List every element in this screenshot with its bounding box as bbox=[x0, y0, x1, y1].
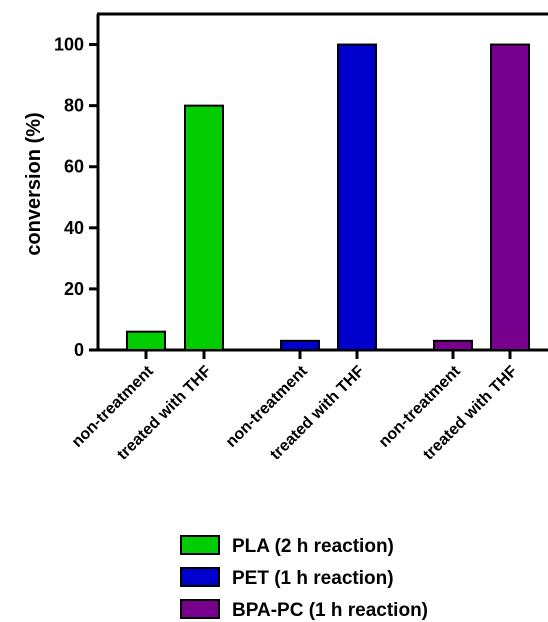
y-tick-label: 40 bbox=[64, 218, 84, 238]
bar-pet-1-h-reaction-non-treatment bbox=[280, 339, 320, 352]
y-tick-label: 20 bbox=[64, 279, 84, 299]
y-tick-label: 60 bbox=[64, 157, 84, 177]
chart-axes bbox=[96, 12, 548, 352]
y-tick-label: 100 bbox=[54, 35, 84, 55]
y-tick-label: 0 bbox=[74, 340, 84, 360]
legend-swatch-pla-2-h-reaction bbox=[180, 535, 220, 555]
chart-bars bbox=[126, 43, 530, 352]
legend-label-pet-1-h-reaction: PET (1 h reaction) bbox=[232, 568, 394, 589]
bar-pla-2-h-reaction-treated-with-thf bbox=[184, 104, 224, 351]
x-category-label: treated with THF bbox=[267, 363, 368, 464]
x-category-label: treated with THF bbox=[420, 363, 521, 464]
bar-bpa-pc-1-h-reaction-non-treatment bbox=[433, 339, 473, 352]
bar-bpa-pc-1-h-reaction-treated-with-thf bbox=[490, 43, 530, 352]
y-axis-title: conversion (%) bbox=[23, 112, 45, 255]
legend-label-pla-2-h-reaction: PLA (2 h reaction) bbox=[232, 536, 394, 557]
legend-swatch-bpa-pc-1-h-reaction bbox=[180, 599, 220, 619]
y-axis-ticks: 0 20 40 60 80 100 bbox=[54, 35, 98, 360]
legend-label-bpa-pc-1-h-reaction: BPA-PC (1 h reaction) bbox=[232, 600, 428, 621]
y-tick-label: 80 bbox=[64, 96, 84, 116]
legend-swatch-pet-1-h-reaction bbox=[180, 567, 220, 587]
bar-pla-2-h-reaction-non-treatment bbox=[126, 330, 166, 352]
bar-pet-1-h-reaction-treated-with-thf bbox=[337, 43, 377, 352]
chart-legend: PLA (2 h reaction) PET (1 h reaction) BPA-… bbox=[180, 535, 428, 621]
